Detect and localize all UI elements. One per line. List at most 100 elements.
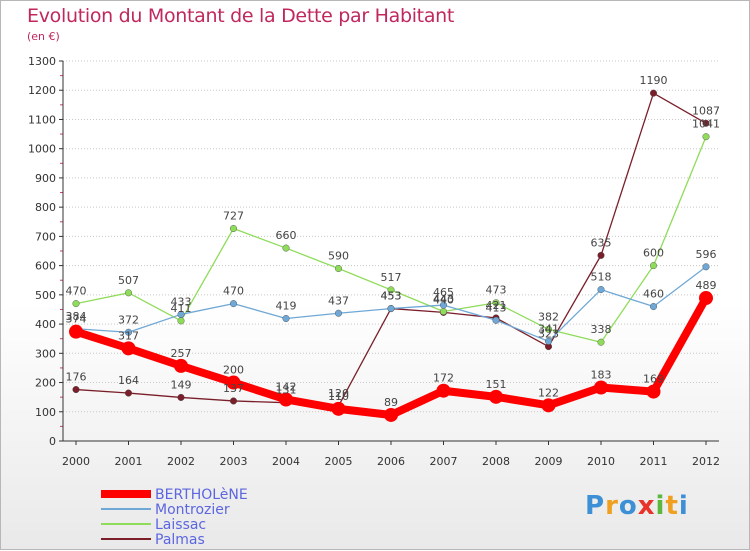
data-point bbox=[436, 383, 451, 398]
data-point bbox=[282, 315, 290, 323]
data-point bbox=[702, 133, 710, 141]
x-tick-label: 2001 bbox=[115, 455, 143, 468]
logo-letter: r bbox=[605, 491, 619, 521]
data-point bbox=[174, 358, 188, 373]
data-label: 590 bbox=[328, 250, 349, 263]
y-tick-label: 1200 bbox=[28, 84, 56, 97]
data-point bbox=[387, 305, 395, 313]
data-label: 172 bbox=[433, 372, 454, 385]
data-point bbox=[384, 407, 398, 422]
data-label: 323 bbox=[538, 328, 559, 341]
data-label: 200 bbox=[223, 364, 244, 377]
data-point bbox=[226, 375, 241, 390]
data-point bbox=[597, 286, 605, 294]
data-point bbox=[229, 397, 237, 405]
data-point bbox=[702, 263, 710, 271]
data-label: 137 bbox=[223, 382, 244, 395]
data-point bbox=[702, 119, 710, 127]
data-point bbox=[229, 224, 237, 232]
data-label: 660 bbox=[276, 229, 297, 242]
y-tick-label: 100 bbox=[35, 406, 56, 419]
data-point bbox=[229, 300, 237, 308]
data-label: 110 bbox=[328, 390, 349, 403]
x-tick-label: 2011 bbox=[640, 455, 668, 468]
data-label: 1190 bbox=[640, 74, 668, 87]
data-point bbox=[124, 328, 132, 336]
data-label: 131 bbox=[276, 384, 297, 397]
data-point bbox=[335, 265, 343, 273]
data-label: 470 bbox=[66, 285, 87, 298]
legend-label: BERTHOLèNE bbox=[155, 487, 248, 503]
data-label: 176 bbox=[66, 371, 87, 384]
data-point bbox=[597, 251, 605, 259]
data-point bbox=[440, 301, 448, 309]
data-point bbox=[279, 392, 293, 407]
data-point bbox=[335, 309, 343, 317]
data-point bbox=[545, 325, 553, 333]
data-label: 727 bbox=[223, 209, 244, 222]
data-label: 460 bbox=[643, 288, 664, 301]
data-point bbox=[594, 380, 608, 395]
data-label: 169 bbox=[643, 373, 664, 386]
data-label: 437 bbox=[328, 294, 349, 307]
data-label: 411 bbox=[171, 302, 192, 315]
data-label: 164 bbox=[118, 374, 139, 387]
data-label: 517 bbox=[381, 271, 402, 284]
data-label: 507 bbox=[118, 274, 139, 287]
x-tick-label: 2009 bbox=[535, 455, 563, 468]
logo-letter: o bbox=[618, 491, 638, 521]
x-tick-label: 2006 bbox=[377, 455, 405, 468]
data-label: 489 bbox=[696, 279, 717, 292]
data-label: 89 bbox=[384, 396, 398, 409]
data-point bbox=[489, 389, 503, 404]
logo-letter: P bbox=[585, 491, 606, 521]
data-label: 151 bbox=[486, 378, 507, 391]
data-point bbox=[492, 316, 500, 324]
x-tick-label: 2002 bbox=[167, 455, 195, 468]
data-label: 341 bbox=[538, 322, 559, 335]
data-point bbox=[650, 89, 658, 97]
data-label: 142 bbox=[276, 380, 297, 393]
data-label: 149 bbox=[171, 378, 192, 391]
proxiti-logo: Proxiti bbox=[585, 491, 689, 521]
data-label: 384 bbox=[66, 310, 87, 323]
data-label: 453 bbox=[381, 290, 402, 303]
data-point bbox=[387, 286, 395, 294]
data-point bbox=[72, 386, 80, 394]
y-tick-label: 400 bbox=[35, 318, 56, 331]
data-label: 470 bbox=[223, 285, 244, 298]
data-label: 382 bbox=[538, 310, 559, 323]
logo-letter: t bbox=[665, 491, 679, 521]
data-point bbox=[331, 401, 346, 416]
data-label: 421 bbox=[486, 299, 507, 312]
data-point bbox=[545, 337, 553, 345]
x-tick-label: 2012 bbox=[692, 455, 720, 468]
data-label: 518 bbox=[591, 271, 612, 284]
x-tick-label: 2010 bbox=[587, 455, 615, 468]
data-label: 465 bbox=[433, 286, 454, 299]
y-tick-label: 1000 bbox=[28, 143, 56, 156]
data-point bbox=[69, 324, 83, 339]
data-point bbox=[124, 389, 132, 397]
y-tick-label: 800 bbox=[35, 201, 56, 214]
y-tick-label: 700 bbox=[35, 230, 56, 243]
data-point bbox=[177, 317, 185, 325]
data-label: 635 bbox=[591, 236, 612, 249]
data-point bbox=[282, 244, 290, 252]
x-tick-label: 2007 bbox=[430, 455, 458, 468]
y-tick-label: 300 bbox=[35, 347, 56, 360]
data-point bbox=[121, 341, 136, 356]
data-label: 120 bbox=[328, 387, 349, 400]
y-tick-label: 500 bbox=[35, 289, 56, 302]
data-point bbox=[650, 262, 658, 270]
data-label: 419 bbox=[276, 300, 297, 313]
logo-letter: x bbox=[637, 491, 656, 521]
data-label: 433 bbox=[171, 295, 192, 308]
data-label: 600 bbox=[643, 247, 664, 260]
data-point bbox=[177, 310, 185, 318]
data-point bbox=[646, 384, 661, 399]
chart-subtitle: (en €) bbox=[27, 30, 60, 43]
data-point bbox=[440, 308, 448, 316]
